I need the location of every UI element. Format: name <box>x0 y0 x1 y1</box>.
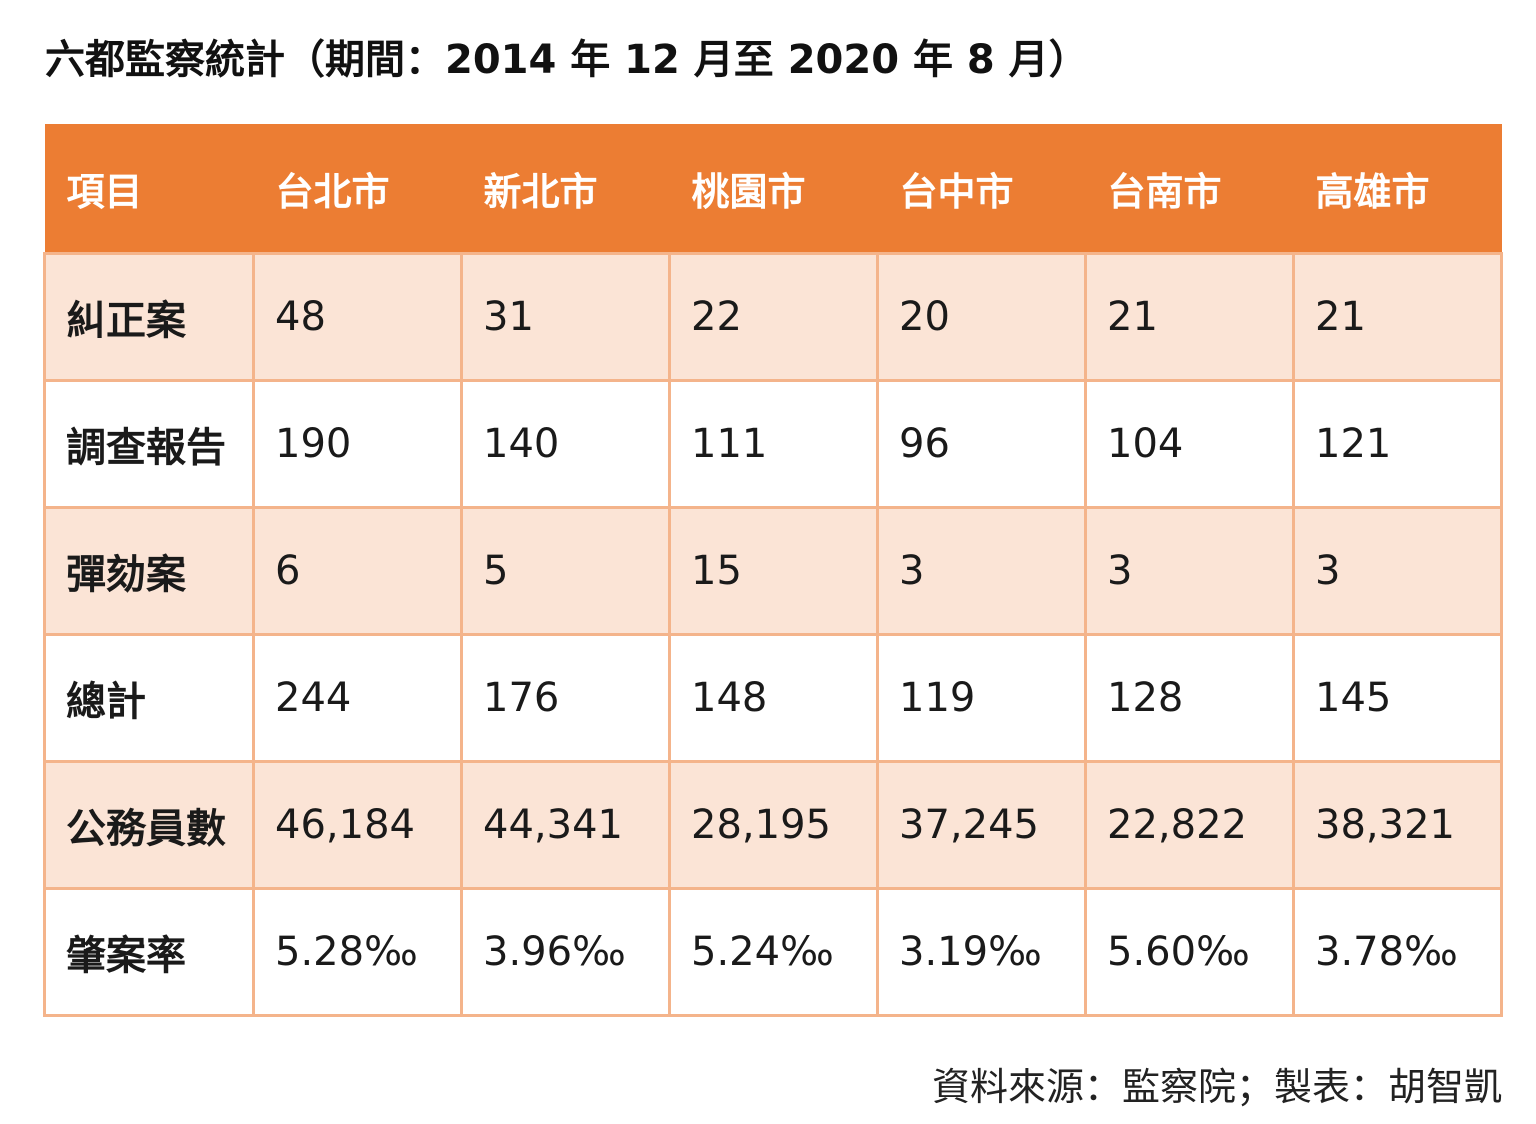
table-cell: 28,195 <box>668 760 879 890</box>
table-cell: 37,245 <box>876 760 1087 890</box>
table-cell: 3.19‰ <box>876 887 1087 1017</box>
table-row-corrections: 糾正案 48 31 22 20 21 21 <box>43 252 1503 382</box>
row-label: 彈劾案 <box>43 506 255 636</box>
table-cell: 21 <box>1292 252 1503 382</box>
header-taichung: 台中市 <box>877 124 1086 254</box>
row-label: 糾正案 <box>43 252 255 382</box>
table-row-civil-servants: 公務員數 46,184 44,341 28,195 37,245 22,822 … <box>43 760 1503 890</box>
table-cell: 44,341 <box>460 760 671 890</box>
table-row-impeachments: 彈劾案 6 5 15 3 3 3 <box>43 506 1503 636</box>
table-cell: 22 <box>668 252 879 382</box>
table-cell: 3 <box>1084 506 1295 636</box>
table-cell: 15 <box>668 506 879 636</box>
table-header-row: 項目 台北市 新北市 桃園市 台中市 台南市 高雄市 <box>44 124 1502 254</box>
row-label: 調查報告 <box>43 379 255 509</box>
table-cell: 121 <box>1292 379 1503 509</box>
table-cell: 128 <box>1084 633 1295 763</box>
table-cell: 96 <box>876 379 1087 509</box>
table-cell: 46,184 <box>252 760 463 890</box>
table-cell: 5.60‰ <box>1084 887 1295 1017</box>
table-cell: 3 <box>1292 506 1503 636</box>
table-cell: 140 <box>460 379 671 509</box>
table-cell: 20 <box>876 252 1087 382</box>
table-cell: 48 <box>252 252 463 382</box>
table-cell: 5.28‰ <box>252 887 463 1017</box>
table-cell: 190 <box>252 379 463 509</box>
statistics-table: 項目 台北市 新北市 桃園市 台中市 台南市 高雄市 糾正案 48 31 22 … <box>43 124 1503 1017</box>
table-row-total: 總計 244 176 148 119 128 145 <box>43 633 1503 763</box>
table-cell: 6 <box>252 506 463 636</box>
header-kaohsiung: 高雄市 <box>1293 124 1502 254</box>
table-cell: 119 <box>876 633 1087 763</box>
table-cell: 21 <box>1084 252 1295 382</box>
row-label: 公務員數 <box>43 760 255 890</box>
table-cell: 145 <box>1292 633 1503 763</box>
header-item: 項目 <box>44 124 254 254</box>
table-row-incident-rate: 肇案率 5.28‰ 3.96‰ 5.24‰ 3.19‰ 5.60‰ 3.78‰ <box>43 887 1503 1017</box>
table-cell: 244 <box>252 633 463 763</box>
table-cell: 5 <box>460 506 671 636</box>
table-cell: 104 <box>1084 379 1295 509</box>
table-row-investigation-reports: 調查報告 190 140 111 96 104 121 <box>43 379 1503 509</box>
table-cell: 5.24‰ <box>668 887 879 1017</box>
table-cell: 148 <box>668 633 879 763</box>
header-tainan: 台南市 <box>1085 124 1294 254</box>
source-note: 資料來源：監察院；製表：胡智凱 <box>931 1065 1502 1109</box>
table-cell: 38,321 <box>1292 760 1503 890</box>
table-cell: 3.78‰ <box>1292 887 1503 1017</box>
page-title: 六都監察統計（期間：2014 年 12 月至 2020 年 8 月） <box>45 37 1089 83</box>
header-taipei: 台北市 <box>253 124 462 254</box>
row-label: 總計 <box>43 633 255 763</box>
header-taoyuan: 桃園市 <box>669 124 878 254</box>
table-cell: 22,822 <box>1084 760 1295 890</box>
table-cell: 176 <box>460 633 671 763</box>
table-cell: 3.96‰ <box>460 887 671 1017</box>
table-cell: 111 <box>668 379 879 509</box>
row-label: 肇案率 <box>43 887 255 1017</box>
header-new-taipei: 新北市 <box>461 124 670 254</box>
table-cell: 31 <box>460 252 671 382</box>
table-cell: 3 <box>876 506 1087 636</box>
